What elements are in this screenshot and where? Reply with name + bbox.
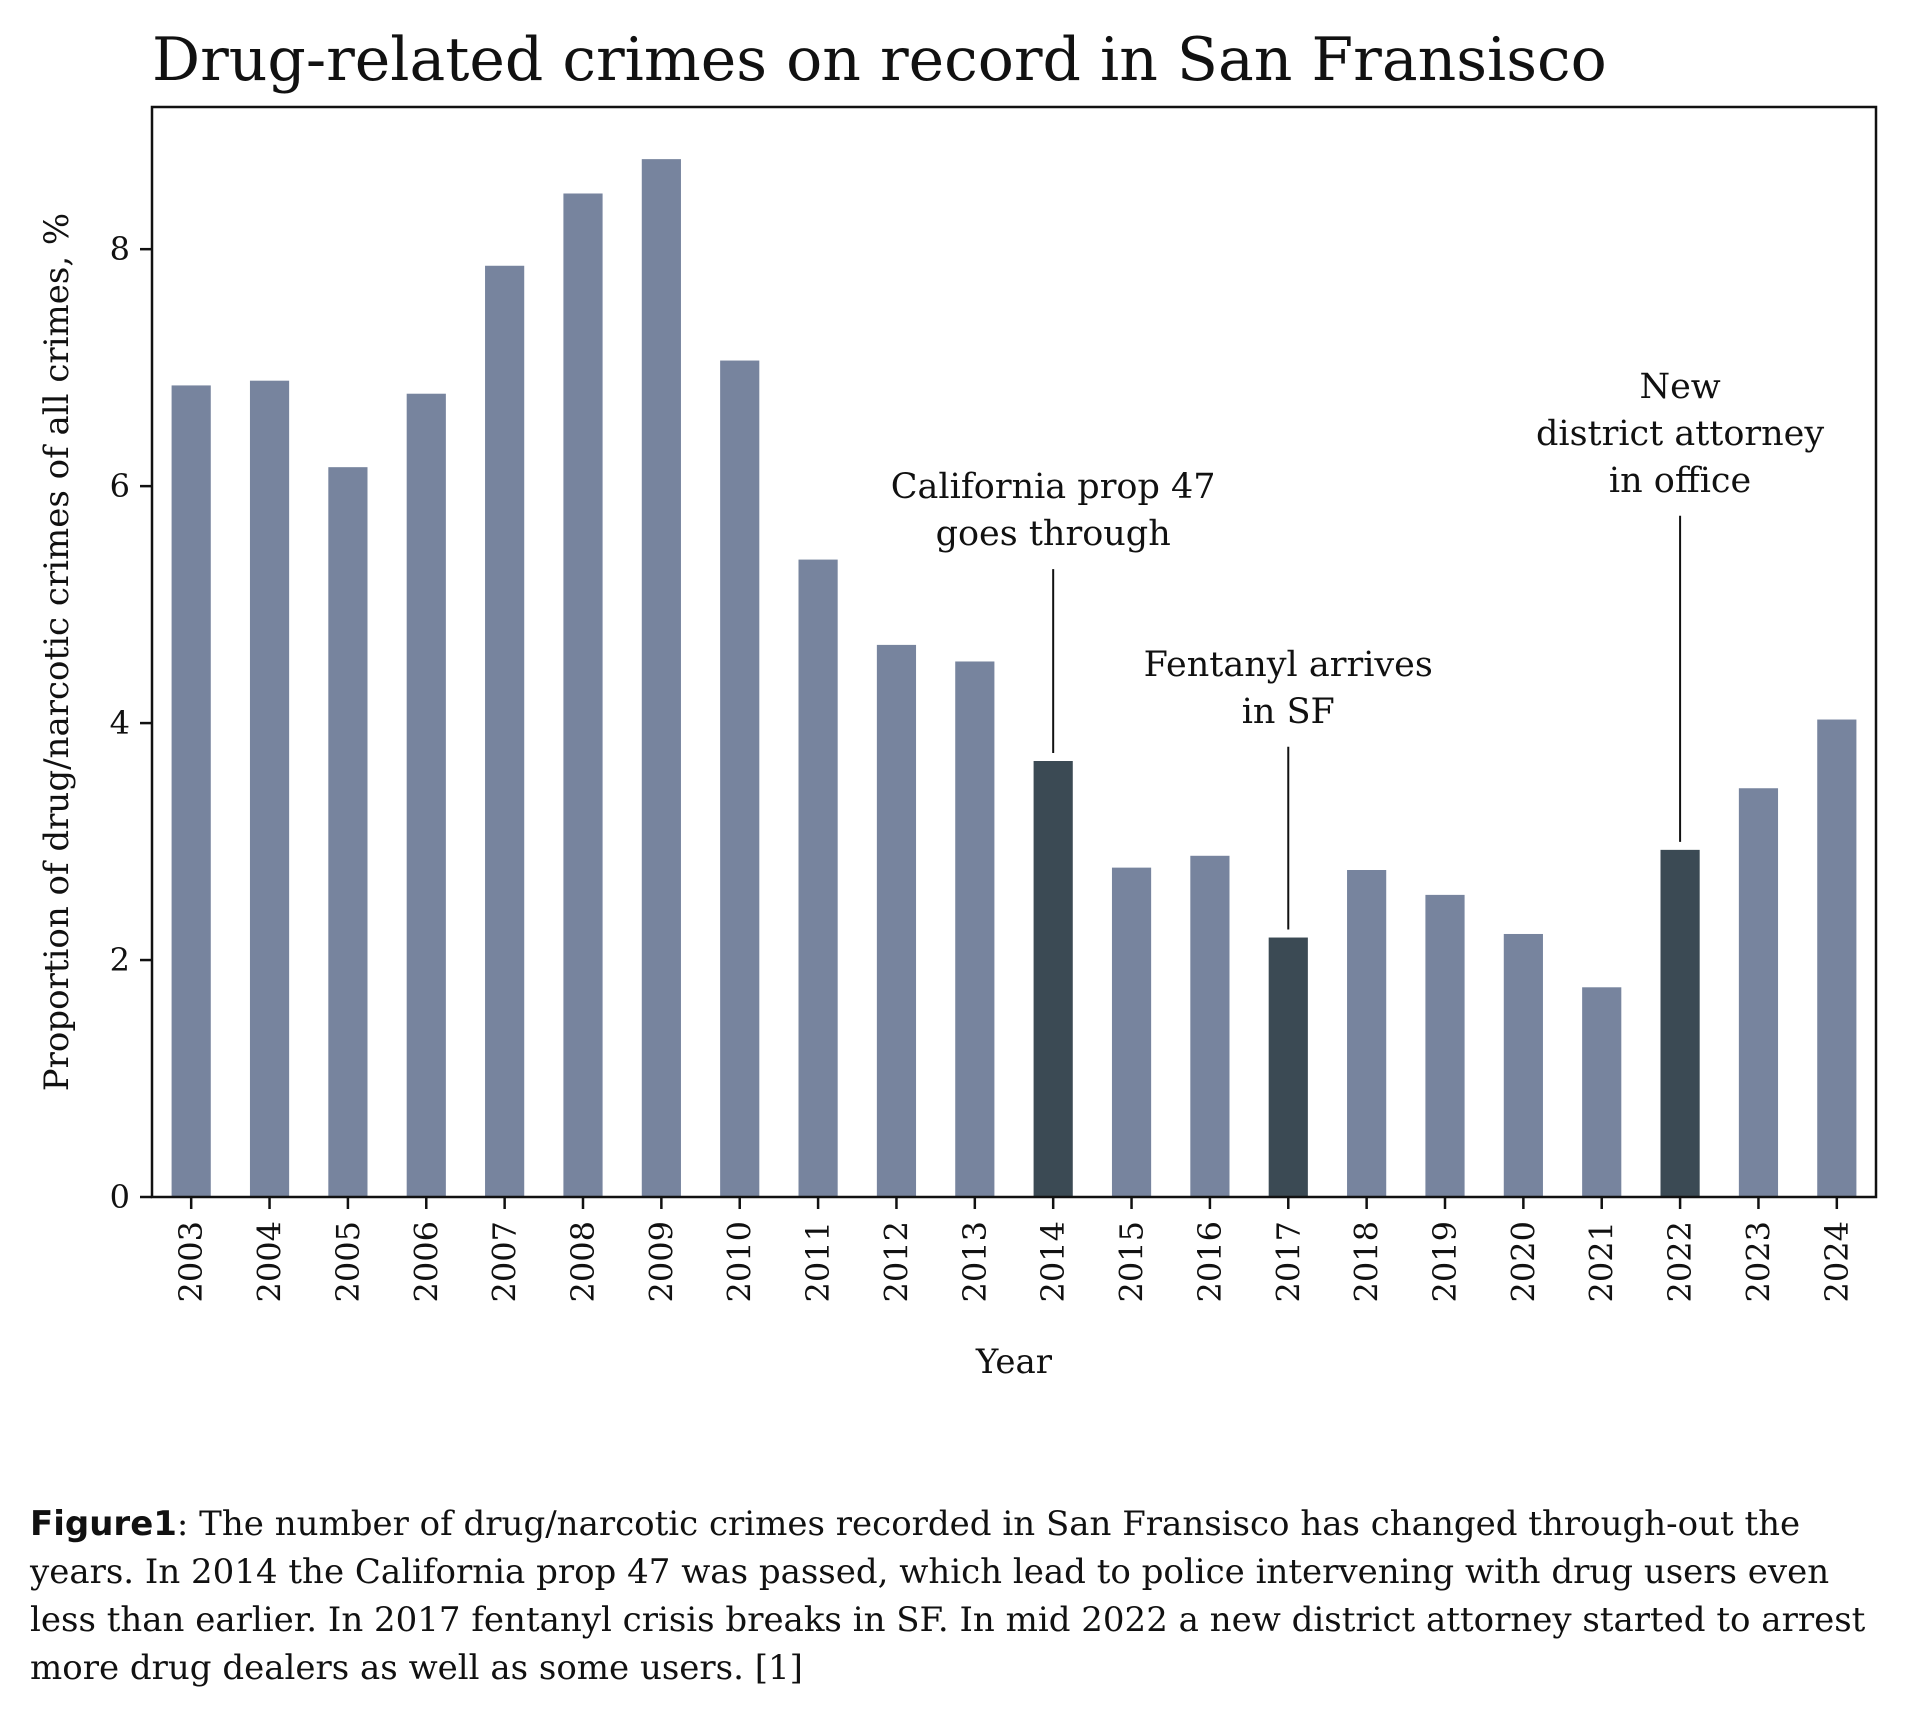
annotation-text-2022: in office bbox=[1609, 461, 1751, 501]
y-tick-label-4: 4 bbox=[110, 704, 130, 742]
x-tick-label-2010: 2010 bbox=[721, 1221, 759, 1302]
annotation-text-2014: California prop 47 bbox=[891, 467, 1216, 507]
x-axis-label: Year bbox=[975, 1342, 1053, 1382]
bar-chart: Drug-related crimes on record in San Fra… bbox=[37, 25, 1878, 1382]
y-axis: 0 2 4 6 8 bbox=[110, 230, 152, 1216]
y-axis-label: Proportion of drug/narcotic crimes of al… bbox=[37, 213, 77, 1092]
annotation-text-2014: goes through bbox=[936, 514, 1171, 554]
x-tick-label-2013: 2013 bbox=[956, 1221, 994, 1302]
bar-2011 bbox=[798, 559, 838, 1197]
bar-2008 bbox=[563, 193, 603, 1197]
caption-label: Figure1 bbox=[30, 1504, 177, 1544]
x-tick-label-2009: 2009 bbox=[642, 1221, 680, 1302]
bar-2009 bbox=[641, 159, 681, 1198]
annotation-text-2017: in SF bbox=[1242, 692, 1335, 732]
bar-2023 bbox=[1738, 788, 1779, 1197]
x-tick-label-2003: 2003 bbox=[172, 1221, 210, 1302]
x-tick-label-2006: 2006 bbox=[407, 1221, 445, 1302]
bar-2006 bbox=[406, 393, 446, 1197]
bar-2015 bbox=[1111, 867, 1152, 1197]
annotation-text-2022: district attorney bbox=[1536, 414, 1824, 454]
x-tick-label-2005: 2005 bbox=[329, 1221, 367, 1302]
chart-title: Drug-related crimes on record in San Fra… bbox=[152, 25, 1607, 95]
y-tick-label-6: 6 bbox=[110, 467, 130, 505]
x-axis: 2003 2004 2005 2006 2007 2008 2009 2010 2011 2012… bbox=[172, 1197, 1856, 1302]
x-tick-label-2021: 2021 bbox=[1583, 1221, 1621, 1302]
bar-2017 bbox=[1268, 937, 1308, 1197]
plot-frame bbox=[150, 105, 1878, 1199]
x-tick-label-2018: 2018 bbox=[1348, 1221, 1386, 1302]
bar-2003 bbox=[171, 385, 211, 1197]
x-tick-label-2022: 2022 bbox=[1661, 1221, 1699, 1302]
bar-2019 bbox=[1425, 894, 1465, 1197]
x-tick-label-2012: 2012 bbox=[877, 1221, 915, 1302]
bar-2005 bbox=[328, 467, 368, 1197]
figure-caption: Figure1: The number of drug/narcotic cri… bbox=[30, 1500, 1900, 1692]
annotations-layer: California prop 47 goes through Fentanyl a… bbox=[891, 367, 1824, 930]
annotation-text-2017: Fentanyl arrives bbox=[1144, 645, 1433, 685]
bar-2014 bbox=[1033, 761, 1073, 1197]
x-tick-label-2024: 2024 bbox=[1818, 1221, 1856, 1302]
bar-2021 bbox=[1582, 987, 1622, 1197]
x-tick-label-2017: 2017 bbox=[1269, 1221, 1307, 1302]
x-tick-label-2015: 2015 bbox=[1113, 1221, 1151, 1302]
x-tick-label-2016: 2016 bbox=[1191, 1221, 1229, 1302]
bar-2013 bbox=[955, 661, 995, 1197]
y-tick-label-8: 8 bbox=[110, 230, 130, 268]
x-tick-label-2019: 2019 bbox=[1426, 1221, 1464, 1302]
bar-2007 bbox=[485, 265, 525, 1197]
x-tick-label-2004: 2004 bbox=[251, 1221, 289, 1302]
y-tick-label-2: 2 bbox=[110, 941, 130, 979]
bar-2024 bbox=[1817, 719, 1857, 1197]
bars-layer bbox=[171, 159, 1857, 1198]
y-tick-label-0: 0 bbox=[110, 1178, 130, 1216]
x-tick-label-2008: 2008 bbox=[564, 1221, 602, 1302]
x-tick-label-2020: 2020 bbox=[1504, 1221, 1542, 1302]
x-tick-label-2023: 2023 bbox=[1739, 1221, 1777, 1302]
bar-2010 bbox=[720, 360, 760, 1198]
bar-2020 bbox=[1503, 933, 1543, 1197]
bar-2004 bbox=[249, 380, 290, 1197]
x-tick-label-2014: 2014 bbox=[1034, 1221, 1072, 1302]
annotation-text-2022: New bbox=[1639, 367, 1720, 407]
bar-2016 bbox=[1190, 855, 1230, 1197]
bar-2018 bbox=[1347, 870, 1387, 1197]
caption-text: : The number of drug/narcotic crimes rec… bbox=[30, 1504, 1866, 1688]
x-tick-label-2011: 2011 bbox=[799, 1221, 837, 1302]
bar-2022 bbox=[1660, 849, 1700, 1197]
bar-2012 bbox=[876, 644, 917, 1197]
x-tick-label-2007: 2007 bbox=[486, 1221, 524, 1302]
